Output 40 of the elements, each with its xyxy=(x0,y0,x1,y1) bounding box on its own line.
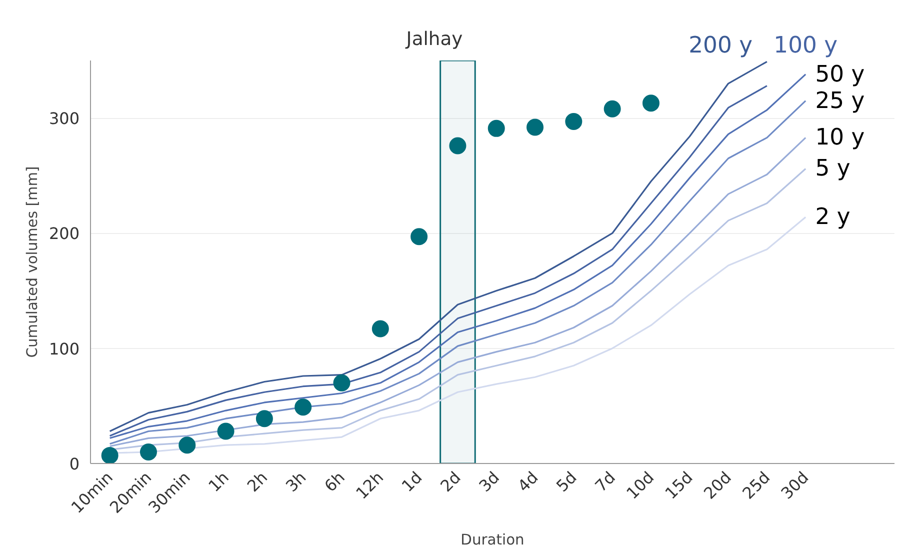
point xyxy=(642,94,660,112)
x-tick-label: 4d xyxy=(514,468,542,496)
point xyxy=(217,422,234,440)
point xyxy=(294,398,312,416)
y-tick-label: 300 xyxy=(48,109,80,128)
point xyxy=(449,137,466,154)
y-tick-label: 0 xyxy=(69,454,80,474)
x-tick-label: 12h xyxy=(352,468,388,503)
point xyxy=(333,374,350,392)
x-tick-label: 7d xyxy=(591,468,620,496)
x-tick-label: 3d xyxy=(475,468,504,496)
point xyxy=(604,100,621,118)
point xyxy=(488,120,505,137)
series-label: 5 y xyxy=(815,156,850,182)
point xyxy=(526,118,544,136)
series-label: 200 y xyxy=(688,32,752,58)
y-tick-label: 200 xyxy=(48,224,80,244)
point xyxy=(410,228,428,246)
x-tick-label: 5d xyxy=(552,468,580,496)
point xyxy=(372,320,389,338)
series-label: 100 y xyxy=(774,32,838,58)
series-label: 2 y xyxy=(815,204,850,230)
series-label: 50 y xyxy=(815,61,865,88)
point xyxy=(565,113,582,130)
x-tick-label: 1d xyxy=(398,468,426,496)
point xyxy=(178,436,196,454)
x-tick-label: 3h xyxy=(282,468,310,496)
series-label: 25 y xyxy=(815,88,865,114)
point xyxy=(256,410,273,428)
y-axis-title: Cumulated volumes [mm] xyxy=(24,166,41,358)
chart-title: Jalhay xyxy=(405,28,463,50)
x-axis-title: Duration xyxy=(460,532,524,549)
point xyxy=(101,446,118,464)
series-label: 10 y xyxy=(815,124,865,151)
x-tick-label: 2h xyxy=(243,468,272,496)
x-tick-label: 6h xyxy=(320,468,348,496)
y-tick-label: 100 xyxy=(48,339,80,358)
point xyxy=(140,444,157,460)
x-tick-label: 2d xyxy=(436,468,464,496)
x-tick-label: 1h xyxy=(204,468,233,496)
